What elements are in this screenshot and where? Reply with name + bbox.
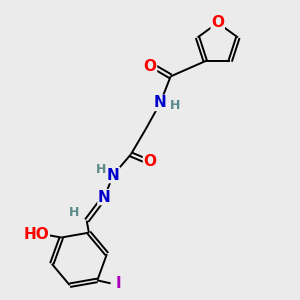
Text: I: I — [116, 276, 121, 291]
Text: O: O — [143, 154, 157, 169]
Text: H: H — [69, 206, 80, 219]
Text: N: N — [107, 167, 120, 182]
Text: N: N — [98, 190, 111, 205]
Text: N: N — [154, 95, 167, 110]
Text: H: H — [170, 99, 180, 112]
Text: O: O — [211, 15, 224, 30]
Text: H: H — [96, 163, 106, 176]
Text: HO: HO — [23, 227, 49, 242]
Text: O: O — [143, 58, 157, 74]
